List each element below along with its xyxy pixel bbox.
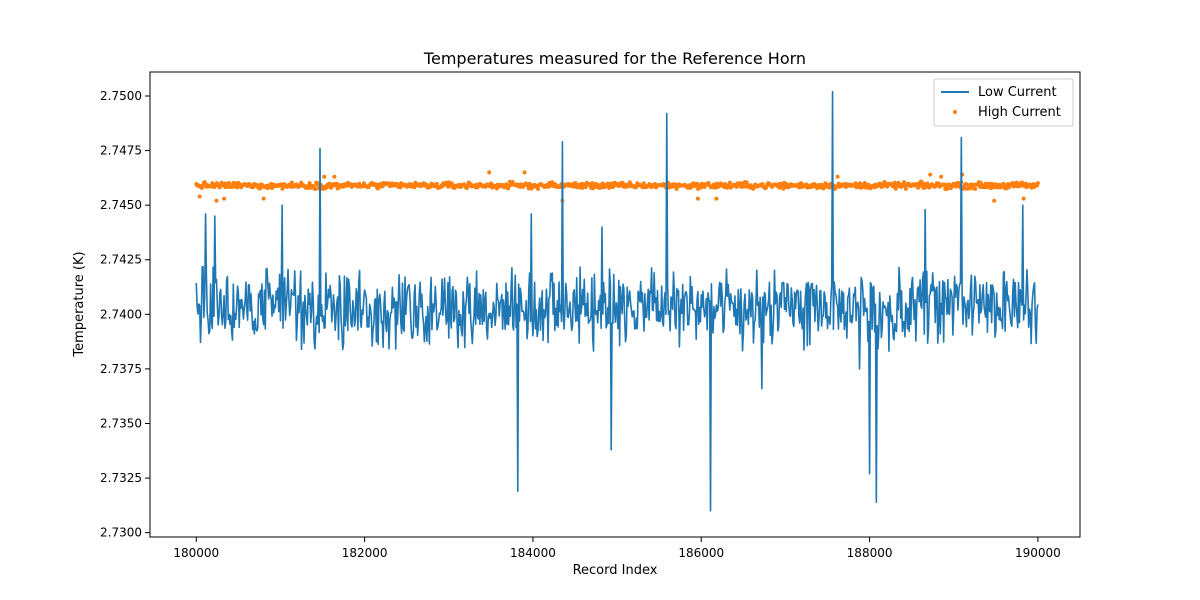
high-current-point [1035,181,1040,186]
high-current-point [695,196,700,201]
high-current-point [332,174,337,179]
high-current-point [928,172,933,177]
high-current-point [489,181,494,186]
high-current-point [257,186,262,191]
high-current-point [992,198,997,203]
y-tick-label: 2.7300 [100,526,142,540]
high-current-point [227,181,232,186]
high-current-point [590,181,595,186]
x-tick-label: 182000 [342,546,388,560]
x-tick-label: 184000 [510,546,556,560]
high-current-point [222,196,227,201]
plot-frame [149,71,1081,538]
high-current-point [866,182,871,187]
legend-low-current-label: Low Current [978,85,1057,100]
high-current-point [882,179,887,184]
high-current-point [197,194,202,199]
high-current-point [434,181,439,186]
high-current-point [322,174,327,179]
high-current-point [744,180,749,185]
low-current-series [195,90,1039,512]
high-current-point [536,186,540,191]
y-tick-label: 2.7400 [100,307,142,321]
x-tick-label: 186000 [678,546,724,560]
low-current-line [195,90,1039,512]
high-current-point [313,187,318,192]
high-current-point [828,185,833,190]
high-current-point [583,185,588,190]
chart-title: Temperatures measured for the Reference … [423,49,806,68]
y-tick-label: 2.7450 [100,198,142,212]
x-axis-label: Record Index [573,563,658,578]
high-current-point [1021,196,1026,201]
high-current-point [674,186,679,191]
y-tick-label: 2.7500 [100,89,142,103]
axes: 180000 182000 184000 186000 188000 190000 2.73… [100,71,1081,560]
high-current-point [835,174,840,179]
high-current-point [374,182,379,187]
y-tick-label: 2.7325 [100,471,142,485]
y-tick-label: 2.7475 [100,144,142,158]
high-current-point [727,180,732,185]
legend-high-current-label: High Current [978,105,1061,120]
high-current-point [270,185,275,190]
high-current-point [892,180,897,185]
legend: Low Current High Current [933,78,1074,127]
high-current-point [973,186,978,191]
high-current-point [902,180,907,185]
y-axis-label: Temperature (K) [72,251,87,357]
y-tick-label: 2.7350 [100,416,142,430]
legend-high-current-swatch [953,110,957,114]
y-tick-label: 2.7375 [100,362,142,376]
high-current-point [261,196,266,201]
x-tick-label: 190000 [1015,546,1061,560]
high-current-point [487,170,492,175]
legend-frame [933,78,1074,127]
y-tick-label: 2.7425 [100,253,142,267]
high-current-point [903,186,908,191]
x-tick-label: 180000 [173,546,219,560]
x-tick-label: 188000 [847,546,893,560]
high-current-point [714,196,719,201]
high-current-point [945,186,950,191]
high-current-point [522,170,527,175]
high-current-series [194,170,1040,203]
high-current-point [939,174,944,179]
high-current-point [214,198,219,203]
